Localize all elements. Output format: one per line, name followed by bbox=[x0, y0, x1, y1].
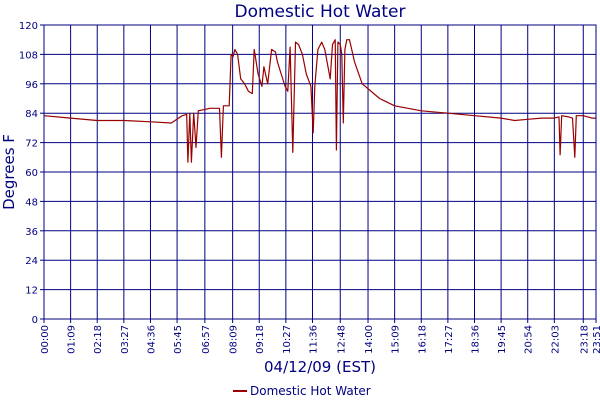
x-tick-label: 18:36 bbox=[470, 325, 481, 354]
x-tick-label: 15:09 bbox=[391, 325, 402, 354]
y-tick-label: 24 bbox=[25, 256, 38, 267]
y-axis-ticks: 0 12 24 36 48 60 72 84 96 108 120 bbox=[19, 21, 38, 326]
x-tick-label: 19:45 bbox=[497, 325, 508, 354]
y-tick-label: 12 bbox=[25, 286, 38, 297]
x-tick-label: 14:00 bbox=[364, 325, 375, 354]
grid bbox=[40, 24, 597, 323]
x-tick-label: 16:18 bbox=[417, 325, 428, 354]
x-tick-label: 02:18 bbox=[93, 325, 104, 354]
x-axis-ticks: 00:00 01:09 02:18 03:27 04:36 05:45 06:57 08:09… bbox=[40, 325, 600, 354]
y-tick-label: 72 bbox=[25, 139, 38, 150]
y-tick-label: 108 bbox=[19, 50, 38, 61]
x-tick-label: 05:45 bbox=[173, 325, 184, 354]
y-tick-label: 120 bbox=[19, 21, 38, 32]
series-line-0 bbox=[43, 39, 596, 163]
x-tick-label: 03:27 bbox=[120, 325, 131, 354]
y-tick-label: 36 bbox=[25, 227, 38, 238]
x-tick-label: 06:57 bbox=[201, 325, 212, 354]
y-tick-label: 48 bbox=[25, 197, 38, 208]
x-tick-label: 22:03 bbox=[550, 325, 561, 354]
legend: Domestic Hot Water bbox=[233, 384, 371, 398]
x-tick-label: 17:27 bbox=[444, 325, 455, 354]
x-tick-label: 10:27 bbox=[282, 325, 293, 354]
x-tick-label: 09:18 bbox=[255, 325, 266, 354]
x-tick-label: 23:51 bbox=[592, 325, 600, 354]
series-layer bbox=[43, 39, 596, 163]
x-tick-label: 00:00 bbox=[40, 325, 51, 354]
y-tick-label: 60 bbox=[25, 168, 38, 179]
x-tick-label: 08:09 bbox=[229, 325, 240, 354]
x-axis-label: 04/12/09 (EST) bbox=[264, 358, 376, 376]
plot-frame bbox=[43, 24, 597, 320]
x-tick-label: 20:54 bbox=[524, 325, 535, 354]
y-tick-label: 84 bbox=[25, 109, 38, 120]
x-tick-label: 23:18 bbox=[579, 325, 590, 354]
legend-label: Domestic Hot Water bbox=[250, 384, 371, 398]
x-tick-label: 11:36 bbox=[308, 325, 319, 354]
y-tick-label: 96 bbox=[25, 80, 38, 91]
x-tick-label: 12:48 bbox=[336, 325, 347, 354]
x-tick-label: 01:09 bbox=[67, 325, 78, 354]
y-axis-label: Degrees F bbox=[0, 134, 18, 210]
y-tick-label: 0 bbox=[32, 315, 38, 326]
chart-title: Domestic Hot Water bbox=[234, 2, 405, 22]
x-tick-label: 04:36 bbox=[146, 325, 157, 354]
